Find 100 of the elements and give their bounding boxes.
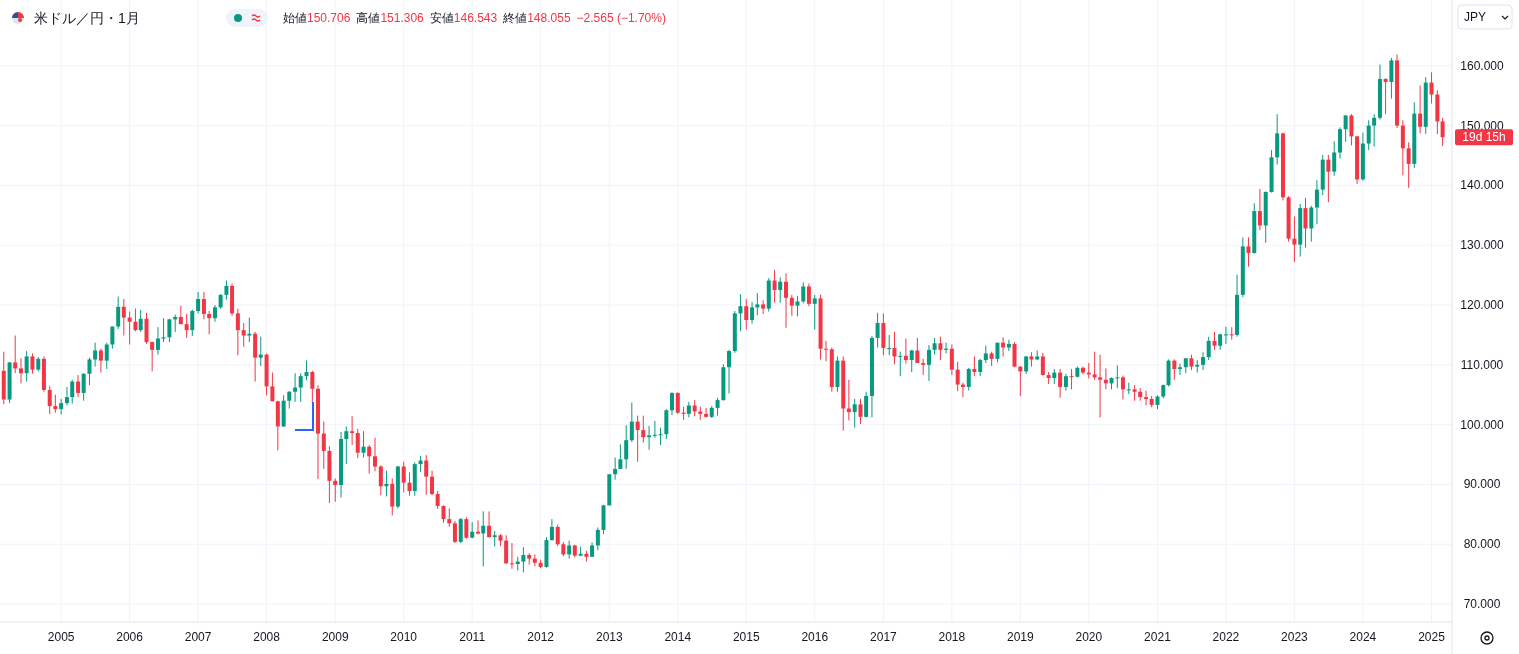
candlestick (738, 293, 743, 332)
candlestick (452, 520, 457, 544)
candlestick (207, 310, 212, 335)
candlestick (624, 424, 629, 470)
candlestick (24, 350, 29, 383)
candlestick (595, 527, 600, 551)
candlestick (521, 546, 526, 573)
candlestick (727, 349, 731, 395)
candlestick (1418, 85, 1423, 134)
candlestick (1206, 336, 1211, 361)
candlestick (1058, 368, 1063, 399)
x-tick-label: 2017 (870, 630, 898, 644)
candlestick (926, 344, 931, 382)
candlestick (1343, 114, 1348, 143)
candlestick (224, 280, 229, 301)
candlestick (903, 338, 908, 365)
x-tick-label: 2005 (47, 630, 75, 644)
candlestick (1177, 363, 1182, 376)
candlestick (247, 317, 252, 343)
candlestick (744, 298, 749, 331)
candlestick (235, 308, 240, 356)
candlestick (258, 336, 263, 367)
candlestick (1201, 351, 1206, 371)
x-tick-label: 2013 (595, 630, 623, 644)
candlestick (555, 524, 560, 547)
candlestick (1349, 113, 1354, 146)
x-tick-label: 2016 (801, 630, 829, 644)
candlestick (898, 351, 903, 377)
y-tick-label: 90.000 (1463, 477, 1501, 492)
candlestick (750, 301, 755, 325)
x-tick-label: 2007 (184, 630, 212, 644)
candlestick (875, 312, 880, 348)
candlestick (618, 443, 623, 470)
candlestick (64, 386, 69, 406)
candlestick (390, 477, 395, 517)
candlestick (76, 374, 81, 398)
candlestick (704, 407, 709, 418)
candlestick (333, 477, 338, 503)
candlestick (378, 464, 383, 496)
candlestick (1144, 390, 1149, 406)
candlestick (293, 372, 298, 403)
candlestick (966, 367, 971, 392)
y-tick-label: 120.000 (1460, 298, 1505, 313)
candlestick (1326, 154, 1331, 203)
candlestick (201, 291, 206, 320)
annotation: 終値148.055 (502, 11, 571, 25)
candlestick (401, 461, 406, 493)
candlestick (127, 311, 132, 345)
candlestick (858, 398, 863, 425)
candlestick (150, 341, 155, 372)
candlestick (1400, 119, 1405, 176)
candlestick (270, 372, 275, 402)
candlestick (190, 309, 195, 337)
candlestick (458, 517, 463, 544)
candlestick (87, 357, 92, 386)
annotation: 始値150.706 (283, 11, 351, 25)
candlestick (430, 470, 435, 496)
candlestick (298, 372, 303, 403)
candlestick (652, 420, 657, 439)
candlestick (1246, 236, 1251, 268)
candlestick (350, 415, 355, 446)
x-tick-label: 2019 (1006, 630, 1035, 644)
candlestick (658, 427, 663, 446)
candlestick (664, 408, 669, 440)
y-tick-label: 130.000 (1460, 238, 1505, 253)
candlestick (1120, 375, 1125, 401)
candlestick (1314, 179, 1319, 225)
candlestick (1115, 364, 1120, 389)
candlestick (915, 337, 920, 364)
candlestick (778, 277, 783, 304)
candlestick (321, 421, 326, 470)
candlestick (812, 294, 817, 331)
text: 米ドル／円・1月 (34, 10, 140, 26)
x-tick-label: 2011 (459, 630, 486, 644)
x-tick-label: 2008 (253, 630, 281, 644)
candlestick (887, 334, 892, 356)
candlestick (13, 335, 18, 374)
candlestick (133, 308, 138, 332)
candlestick (784, 272, 789, 329)
candlestick (424, 454, 429, 496)
candlestick (253, 331, 258, 383)
y-tick-label: 70.000 (1463, 597, 1501, 612)
candlestick (1012, 341, 1017, 368)
candlestick (955, 361, 960, 392)
candlestick (30, 352, 35, 375)
x-tick-label: 2012 (527, 630, 555, 644)
candlestick (635, 415, 640, 463)
x-tick-label: 2021 (1144, 630, 1172, 644)
candlestick (70, 379, 75, 405)
candlestick (47, 385, 52, 415)
candlestick (504, 534, 509, 565)
candlestick (1223, 326, 1228, 345)
candlestick (1366, 119, 1371, 151)
candlestick (1069, 368, 1074, 390)
annotation: 高値151.306 (356, 11, 425, 25)
candlestick (355, 428, 360, 459)
candlestick (1275, 113, 1280, 165)
candlestick (93, 342, 98, 368)
y-tick-label: 110.000 (1460, 357, 1504, 372)
x-tick-label: 2022 (1212, 630, 1240, 644)
